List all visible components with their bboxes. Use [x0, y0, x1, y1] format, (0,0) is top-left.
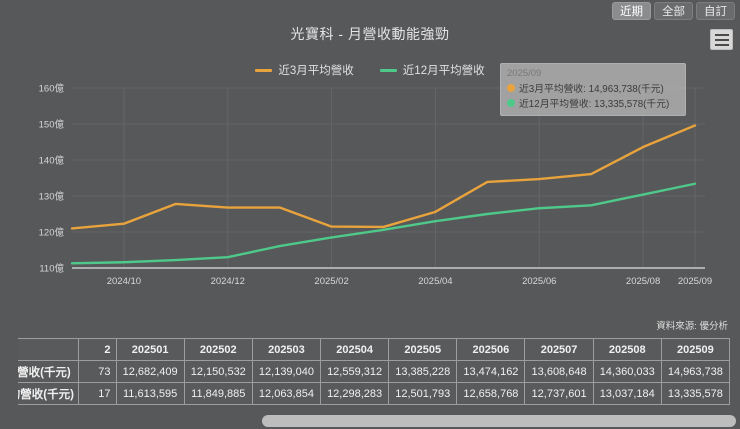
y-axis-label: 160億: [39, 83, 65, 95]
table-row: 近12月平均營收(千元) 17 11,613,595 11,849,885 12…: [18, 382, 730, 405]
x-axis-label: 2025/09: [678, 276, 712, 287]
tooltip-dot-3m: [507, 84, 515, 92]
tooltip-row-3m: 近3月平均營收: 14,963,738(千元): [507, 81, 679, 95]
legend-label-12m: 近12月平均營收: [402, 65, 485, 77]
row-12m-202505: 12,501,793: [388, 382, 458, 405]
row-12m-202509: 13,335,578: [660, 382, 730, 405]
tooltip-row-12m: 近12月平均營收: 13,335,578(千元): [507, 96, 679, 110]
table-header-202506: 202506: [456, 338, 526, 361]
table-header-202507: 202507: [524, 338, 594, 361]
source-note: 資料來源: 優分析: [656, 321, 728, 332]
row-12m-202502: 11,849,885: [183, 382, 253, 405]
series-line-3m: [70, 124, 697, 230]
menu-bar-1: [714, 33, 729, 36]
x-axis-label: 2025/02: [314, 276, 348, 287]
revenue-table: 2 202501 202502 202503 202504 202505 202…: [18, 338, 730, 405]
x-axis-label: 2025/04: [418, 276, 452, 287]
legend-swatch-3m: [255, 68, 273, 72]
table-header-202502: 202502: [183, 338, 253, 361]
row-3m-202502: 12,150,532: [183, 360, 253, 383]
y-axis-label: 110億: [39, 263, 64, 275]
tooltip-date: 2025/09: [507, 68, 542, 79]
series-line-12m: [70, 182, 697, 265]
table-header-202508: 202508: [592, 338, 662, 361]
y-axis-label: 120億: [39, 227, 65, 239]
table-header-202505: 202505: [388, 338, 458, 361]
row-3m-202503: 12,139,040: [251, 360, 322, 383]
table-header-202509: 202509: [660, 338, 730, 361]
row-3m-202506: 13,474,162: [456, 360, 526, 383]
tooltip-text-3m: 近3月平均營收: 14,963,738(千元): [519, 84, 664, 95]
chart-legend: 近3月平均營收 近12月平均營收: [0, 62, 740, 78]
menu-bar-3: [714, 43, 729, 46]
table-header-202504: 202504: [320, 338, 390, 361]
row-12m-202501: 11,613,595: [115, 382, 185, 405]
legend-swatch-12m: [379, 68, 397, 72]
scrollbar-thumb[interactable]: [262, 415, 736, 427]
revenue-table-wrapper: 2 202501 202502 202503 202504 202505 202…: [18, 338, 730, 405]
row-3m-202504: 12,559,312: [320, 360, 390, 383]
row-12m-202507: 12,737,601: [524, 382, 594, 405]
legend-label-3m: 近3月平均營收: [278, 65, 354, 77]
row-12m-202503: 12,063,854: [251, 382, 322, 405]
table-header-202501: 202501: [115, 338, 185, 361]
x-axis-label: 2024/10: [107, 276, 141, 287]
y-axis-label: 140億: [39, 155, 65, 167]
row-3m-202505: 13,385,228: [388, 360, 458, 383]
range-button-custom[interactable]: 自訂: [696, 2, 735, 20]
row-3m-202501: 12,682,409: [115, 360, 185, 383]
x-axis-label: 2025/06: [522, 276, 556, 287]
horizontal-scrollbar[interactable]: [0, 413, 740, 429]
range-button-all[interactable]: 全部: [654, 2, 693, 20]
legend-item-12m[interactable]: 近12月平均營收: [379, 62, 485, 78]
row-12m-202504: 12,298,283: [320, 382, 390, 405]
hamburger-menu-icon[interactable]: [710, 29, 733, 50]
row-label-3m: 近3月平均營收(千元): [18, 360, 80, 383]
row-label-12m: 近12月平均營收(千元): [18, 382, 80, 405]
table-row: 近3月平均營收(千元) 73 12,682,409 12,150,532 12,…: [18, 360, 730, 383]
y-axis-label: 150億: [39, 119, 65, 131]
row-3m-202509: 14,963,738: [660, 360, 730, 383]
x-axis-label: 2024/12: [211, 276, 245, 287]
row-12m-202508: 13,037,184: [592, 382, 662, 405]
y-axis-label: 130億: [39, 191, 65, 203]
tooltip-text-12m: 近12月平均營收: 13,335,578(千元): [519, 99, 670, 110]
chart-tooltip: 2025/09 近3月平均營收: 14,963,738(千元) 近12月平均營收…: [500, 63, 686, 116]
row-3m-202508: 14,360,033: [592, 360, 662, 383]
row-3m-clipped: 73: [78, 360, 117, 383]
line-chart[interactable]: 160億 150億 140億 130億 120億 110億 2024/10 2024/12 20…: [0, 78, 740, 306]
page-title: 光寶科 - 月營收動能強勁: [290, 26, 450, 42]
range-selector: 近期 全部 自訂: [612, 2, 735, 20]
row-3m-202507: 13,608,648: [524, 360, 594, 383]
table-header-row: 2 202501 202502 202503 202504 202505 202…: [18, 338, 730, 361]
tooltip-dot-12m: [507, 99, 515, 107]
menu-bar-2: [714, 38, 729, 41]
x-axis-label: 2025/08: [626, 276, 660, 287]
table-header-202503: 202503: [251, 338, 322, 361]
table-header-clipped: 2: [78, 338, 117, 361]
range-button-recent[interactable]: 近期: [612, 2, 651, 20]
chart-canvas: 160億 150億 140億 130億 120億 110億 2024/10 2024/12 20…: [39, 83, 713, 288]
row-12m-clipped: 17: [78, 382, 117, 405]
row-12m-202506: 12,658,768: [456, 382, 526, 405]
table-corner-cell: [18, 338, 80, 361]
legend-item-3m[interactable]: 近3月平均營收: [255, 62, 354, 78]
